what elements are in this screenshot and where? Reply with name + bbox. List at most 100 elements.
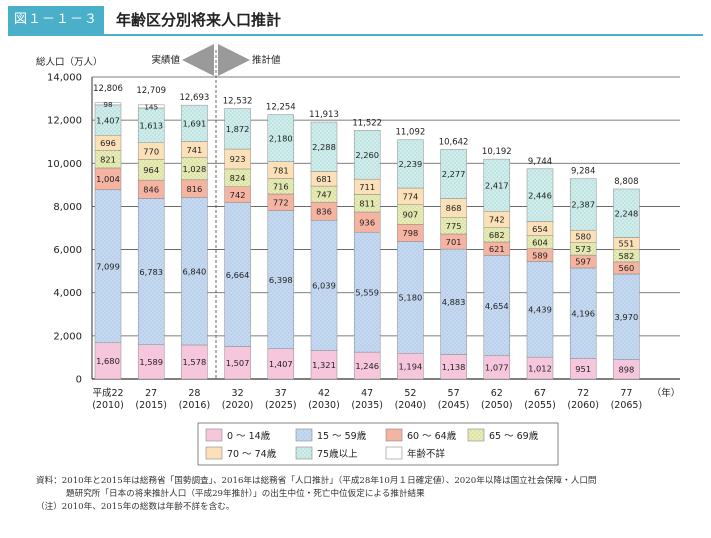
legend-entry: 0 〜 14歳: [227, 430, 271, 442]
data-label: 1,077: [485, 363, 509, 373]
data-label: 775: [446, 221, 462, 231]
x-tick-label-year: (2015): [135, 400, 167, 411]
data-label: 696: [100, 138, 116, 148]
data-label: 898: [618, 365, 634, 375]
bar-segment-texture: [397, 139, 424, 189]
legend-swatch: [205, 446, 223, 460]
data-label: 582: [618, 251, 634, 261]
bar-segment-texture: [311, 186, 337, 203]
x-axis-unit: （年）: [652, 387, 681, 399]
figure-number-badge: 図１－１－３: [8, 6, 104, 34]
data-label: 741: [186, 145, 202, 155]
data-label: 936: [359, 217, 375, 227]
data-label: 1,680: [96, 356, 120, 366]
bar-segment: [224, 346, 251, 380]
bar-segment-texture: [527, 235, 553, 249]
data-label: 98: [103, 100, 113, 109]
y-tick-label: 12,000: [47, 116, 82, 127]
bar-segment-texture: [224, 108, 251, 150]
x-tick-label: 57: [448, 388, 460, 399]
bar-segment-texture: [181, 105, 208, 142]
data-label: 798: [402, 228, 418, 238]
y-tick-label: 6,000: [53, 245, 82, 256]
legend-box: [197, 422, 559, 466]
data-label: 2,288: [312, 142, 336, 152]
projected-values-label: 推計値: [252, 54, 281, 66]
bar-segment: [137, 344, 165, 380]
bar-segment-texture: [354, 130, 381, 180]
data-label: 1,028: [183, 164, 207, 174]
data-label: 1,691: [183, 119, 207, 129]
legend-entry: 75歳以上: [317, 448, 358, 460]
bar-segment-texture: [267, 210, 294, 349]
bar-segment-texture: [570, 242, 597, 256]
x-tick-label: 28: [188, 388, 200, 399]
total-label: 12,693: [180, 93, 210, 103]
data-label: 3,970: [615, 312, 639, 322]
data-label: 621: [489, 244, 505, 254]
bar-segment-texture: [224, 202, 251, 347]
x-tick-label: 52: [404, 388, 416, 399]
bar-segment-texture: [483, 227, 510, 242]
data-label: 6,664: [226, 270, 250, 280]
legend-swatch: [385, 428, 403, 442]
legend-swatch-texture: [468, 429, 484, 441]
total-label: 12,254: [266, 103, 296, 113]
actual-values-label: 実績値: [151, 54, 180, 66]
bar-segment: [353, 351, 381, 380]
bar-segment-texture: [613, 249, 640, 262]
title-divider: [8, 34, 703, 36]
legend-swatch: [205, 428, 223, 442]
data-label: 1,138: [442, 362, 466, 372]
data-label: 7,099: [96, 261, 120, 271]
legend-entry: 年齢不詳: [407, 448, 446, 460]
data-label: 1,194: [399, 361, 423, 371]
data-label: 821: [100, 154, 116, 164]
data-label: 2,248: [615, 208, 639, 218]
data-label: 747: [316, 189, 332, 199]
total-label: 9,284: [571, 167, 595, 177]
data-label: 6,840: [183, 266, 207, 276]
data-label: 868: [446, 203, 462, 213]
x-tick-label: 62: [491, 388, 503, 399]
data-label: 589: [532, 250, 548, 260]
x-tick-label: 42: [318, 388, 330, 399]
legend-entry: 15 〜 59歳: [317, 430, 367, 442]
data-label: 923: [230, 154, 246, 164]
y-tick-label: 8,000: [53, 202, 82, 213]
x-tick-label: 47: [361, 388, 373, 399]
x-tick-label-year: (2016): [179, 400, 211, 411]
data-label: 846: [143, 184, 159, 194]
bar-segment-texture: [397, 204, 424, 225]
total-label: 12,806: [93, 84, 123, 94]
bar-segment: [94, 102, 122, 106]
stacked-bar-chart: 1,680 7,099 1,004 821 696 1,407 98 12,806 1,589 6…: [36, 44, 681, 466]
bar-segment-texture: [527, 261, 553, 358]
data-label: 716: [273, 181, 289, 191]
data-label: 5,180: [399, 293, 423, 303]
bar-segment-texture: [570, 178, 597, 231]
data-label: 1,872: [226, 124, 250, 134]
data-label: 2,180: [269, 133, 293, 143]
total-label: 12,709: [136, 86, 166, 96]
figure-header: 図１－１－３ 年齢区分別将来人口推計: [8, 6, 703, 34]
x-tick-label-year: (2055): [524, 400, 556, 411]
bar-segment-texture: [440, 249, 467, 355]
total-label: 11,092: [396, 128, 426, 138]
data-label: 6,039: [312, 281, 336, 291]
note-source: 資料：2010年と2015年は総務省「国勢調査」、2016年は総務省「人口推計」…: [36, 476, 597, 486]
data-label: 711: [359, 182, 375, 192]
data-label: 5,559: [355, 287, 379, 297]
bar-segment: [397, 352, 424, 380]
total-label: 12,532: [223, 97, 253, 107]
bar-segment-texture: [95, 150, 121, 168]
data-label: 4,439: [528, 304, 552, 314]
y-tick-label: 10,000: [47, 159, 82, 170]
data-label: 1,578: [183, 357, 207, 367]
bar-segment-texture: [181, 197, 208, 345]
data-label: 772: [273, 198, 289, 208]
data-label: 654: [532, 224, 548, 234]
x-tick-label-year: (2050): [481, 400, 513, 411]
data-label: 816: [186, 184, 202, 194]
y-tick-label: 2,000: [53, 331, 82, 342]
